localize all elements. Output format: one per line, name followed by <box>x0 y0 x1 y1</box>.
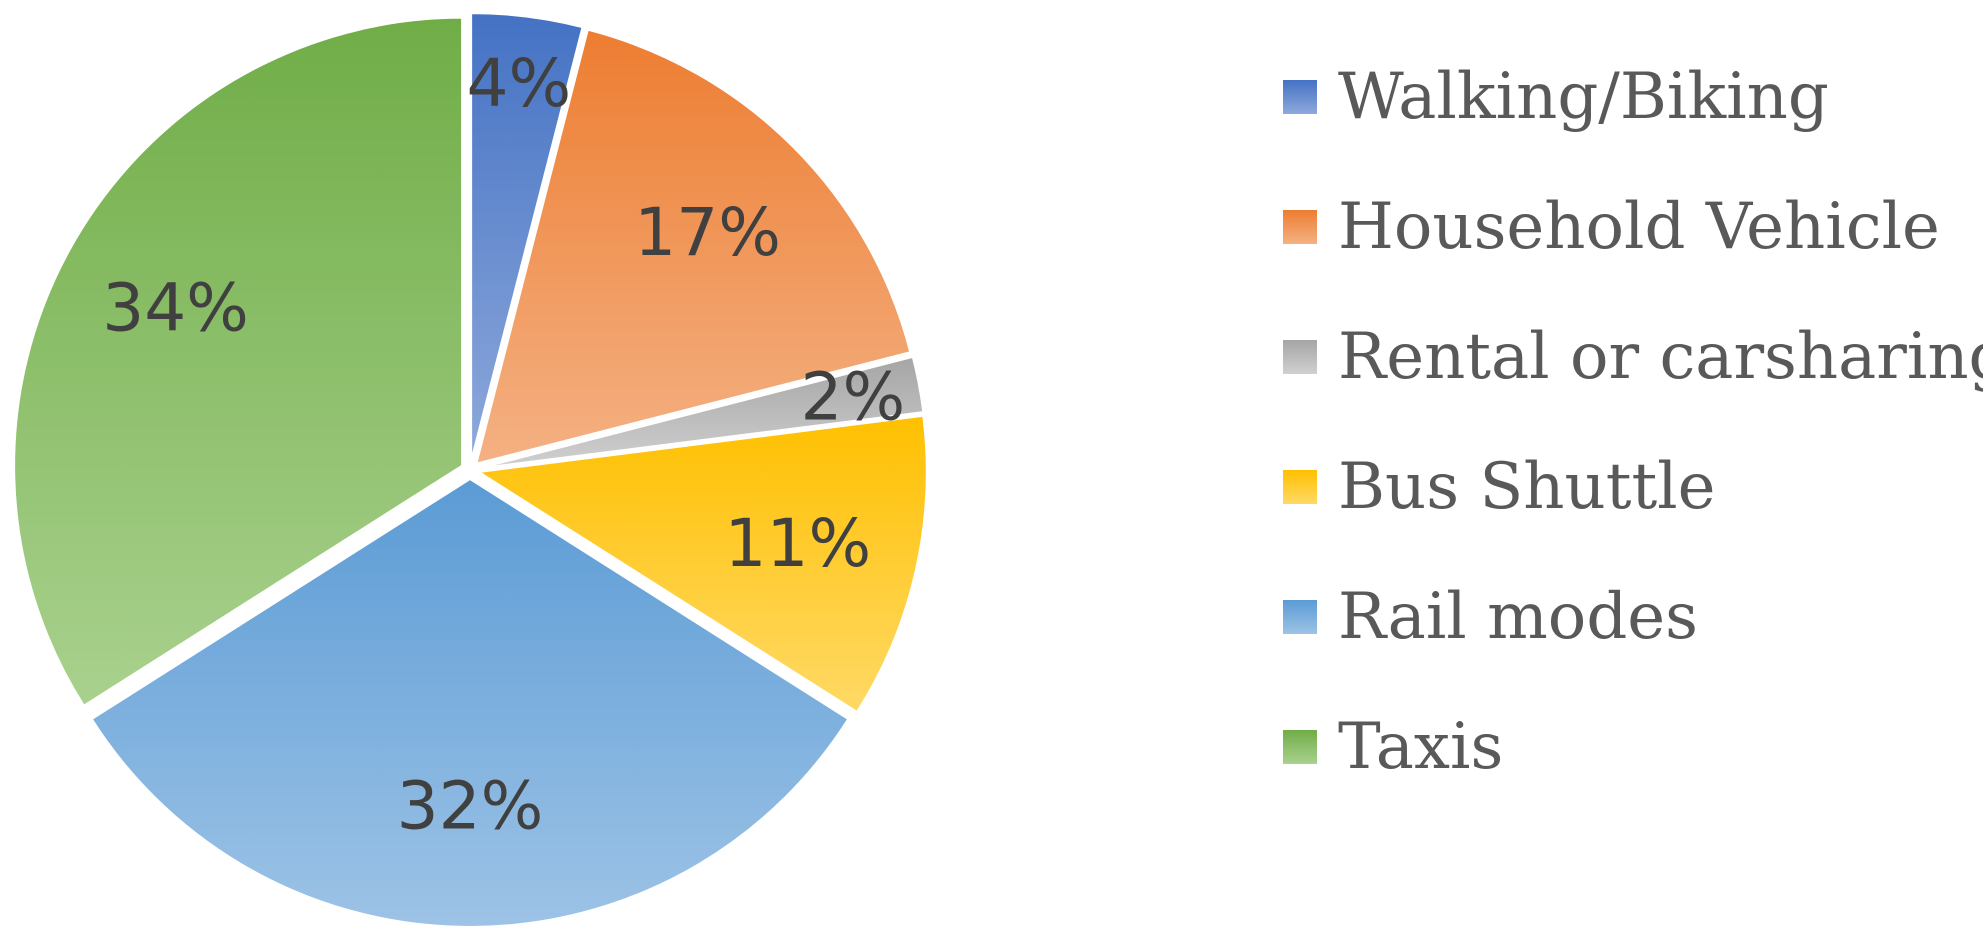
legend-label-taxis: Taxis <box>1338 710 1503 784</box>
legend-label-rail-modes: Rail modes <box>1338 580 1698 654</box>
slice-bus-shuttle <box>475 414 928 714</box>
legend-swatch-household-vehicle <box>1283 210 1317 244</box>
legend-label-household-vehicle: Household Vehicle <box>1338 190 1940 264</box>
legend-label-rental-or-carsharing: Rental or carsharing <box>1338 320 1983 394</box>
slice-taxis <box>13 16 464 708</box>
legend: Walking/Biking Household Vehicle Rental or… <box>1283 60 1983 784</box>
slice-label-household-vehicle: 17% <box>634 194 781 271</box>
legend-swatch-rental-or-carsharing <box>1283 340 1317 374</box>
slice-label-walking-biking: 4% <box>466 45 571 122</box>
slice-rental-or-carsharing <box>478 355 925 470</box>
legend-label-walking-biking: Walking/Biking <box>1338 60 1829 134</box>
legend-label-bus-shuttle: Bus Shuttle <box>1338 450 1716 524</box>
slice-rail-modes <box>90 477 850 928</box>
slice-label-bus-shuttle: 11% <box>725 505 872 582</box>
slice-label-taxis: 34% <box>102 270 249 347</box>
slice-household-vehicle <box>474 28 912 466</box>
legend-swatch-bus-shuttle <box>1283 470 1317 504</box>
slice-labels: 4% 17% 2% 11% 32% 34% <box>102 45 905 845</box>
pie-slices <box>13 12 928 928</box>
legend-swatch-rail-modes <box>1283 600 1317 634</box>
legend-swatch-walking-biking <box>1283 80 1317 114</box>
slice-label-rental-or-carsharing: 2% <box>800 358 905 435</box>
legend-swatch-taxis <box>1283 730 1317 764</box>
slice-label-rail-modes: 32% <box>397 768 544 845</box>
slice-walking-biking <box>470 12 584 462</box>
